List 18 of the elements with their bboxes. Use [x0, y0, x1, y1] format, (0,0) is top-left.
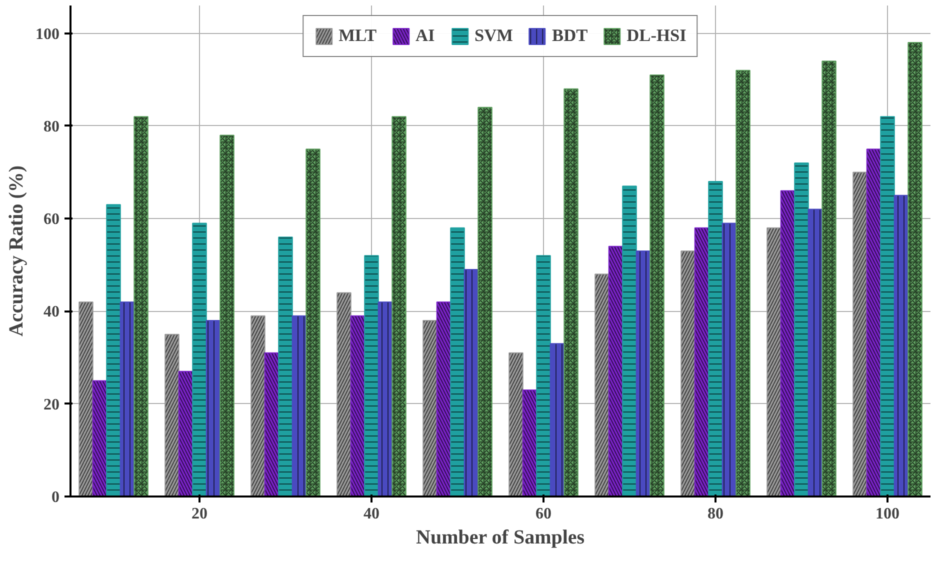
legend-label: AI — [416, 26, 436, 46]
legend-label: MLT — [338, 26, 377, 46]
legend-label: BDT — [552, 26, 588, 46]
x-tick-label: 20 — [192, 506, 208, 522]
y-tick-label: 40 — [44, 304, 60, 321]
y-tick-label: 100 — [36, 26, 60, 43]
x-tick-label: 60 — [536, 506, 552, 522]
x-tick-label: 40 — [364, 506, 380, 522]
x-axis-title: Number of Samples — [416, 526, 585, 548]
x-tick-label: 100 — [876, 506, 900, 522]
y-tick-label: 60 — [44, 211, 60, 228]
y-tick-label: 80 — [44, 118, 60, 136]
legend-label: SVM — [474, 26, 514, 46]
y-axis-title: Accuracy Ratio (%) — [6, 165, 28, 337]
y-tick-label: 20 — [44, 396, 60, 414]
legend-label: DL-HSI — [626, 26, 686, 46]
y-tick-label: 0 — [52, 489, 60, 506]
x-tick-label: 80 — [708, 506, 724, 522]
